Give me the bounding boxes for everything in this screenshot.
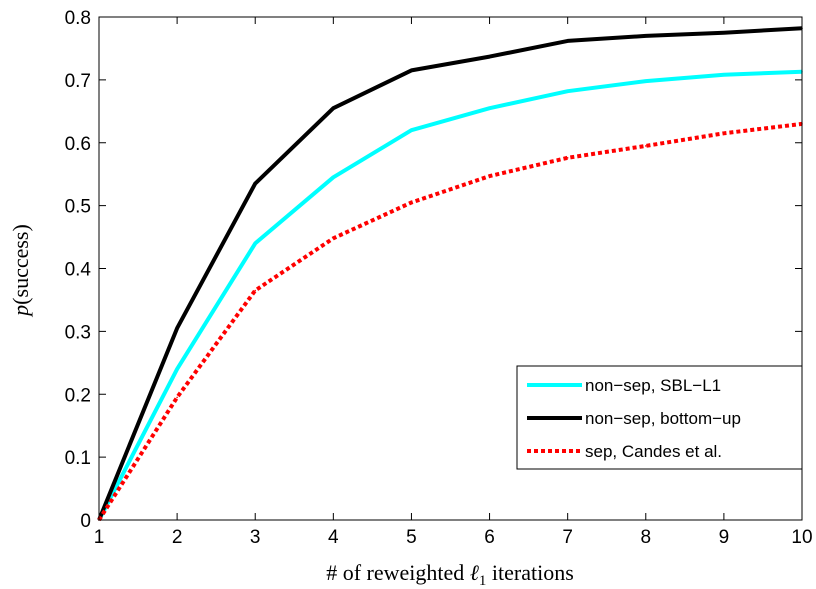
series-2-point bbox=[644, 35, 647, 37]
series-2-point bbox=[254, 182, 257, 185]
series-3-point bbox=[723, 132, 725, 135]
y-tick-label: 0.1 bbox=[65, 448, 91, 469]
y-tick-label: 0.4 bbox=[65, 260, 92, 281]
series-3-point bbox=[332, 237, 335, 240]
x-tick-label: 2 bbox=[172, 527, 183, 548]
series-2-point bbox=[566, 40, 569, 42]
series-line-1 bbox=[97, 69, 803, 521]
y-tick-label: 0.2 bbox=[65, 385, 91, 406]
x-tick-label: 8 bbox=[640, 527, 651, 548]
series-1-point bbox=[176, 368, 178, 370]
y-tick-label: 0.5 bbox=[65, 197, 91, 218]
series-layer bbox=[97, 26, 803, 522]
legend-label-1: non−sep, SBL−L1 bbox=[585, 376, 721, 395]
series-3-point bbox=[254, 289, 257, 292]
series-1-point bbox=[488, 107, 491, 109]
series-2-point bbox=[176, 327, 178, 330]
y-tick-label: 0.6 bbox=[65, 134, 91, 155]
series-1-point bbox=[566, 90, 569, 92]
series-3-point bbox=[644, 145, 647, 147]
series-3-point bbox=[566, 157, 569, 159]
x-tick-label: 6 bbox=[484, 527, 495, 548]
y-tick-label: 0.8 bbox=[65, 8, 91, 29]
x-tick-label: 7 bbox=[562, 527, 573, 548]
series-2-point bbox=[723, 31, 725, 34]
x-tick-label: 9 bbox=[719, 527, 730, 548]
series-1-point bbox=[723, 74, 725, 76]
series-3-point bbox=[488, 175, 491, 177]
series-line-2 bbox=[97, 26, 803, 521]
x-tick-label: 5 bbox=[406, 527, 417, 548]
series-2-point bbox=[410, 69, 413, 72]
x-tick-label: 10 bbox=[791, 527, 812, 548]
series-3-point bbox=[176, 396, 178, 399]
legend-label-3: sep, Candes et al. bbox=[585, 442, 722, 461]
series-1-point bbox=[644, 80, 647, 82]
plot-area-frame bbox=[98, 16, 803, 521]
series-3-point bbox=[410, 201, 413, 204]
series-2-point bbox=[332, 107, 335, 109]
x-tick-label: 4 bbox=[328, 527, 339, 548]
y-axis-label: p(success) bbox=[8, 224, 33, 318]
series-1-point bbox=[254, 242, 257, 245]
series-1-point bbox=[410, 129, 413, 131]
series-line-3 bbox=[97, 121, 803, 522]
legend-label-2: non−sep, bottom−up bbox=[585, 409, 741, 428]
x-axis-label: # of reweighted ℓ1 iterations bbox=[326, 560, 574, 589]
tick-labels-layer: 1 2 3 4 5 6 7 8 9 10 0 0.1 0.2 0.3 0.4 0.5 0.6 0.7 0.8 bbox=[65, 8, 813, 548]
y-tick-label: 0 bbox=[80, 511, 91, 532]
y-tick-label: 0.7 bbox=[65, 71, 91, 92]
series-2-point bbox=[488, 55, 491, 58]
series-1-point bbox=[332, 176, 335, 179]
legend: non−sep, SBL−L1 non−sep, bottom−up sep, Ca… bbox=[516, 365, 803, 470]
y-tick-label: 0.3 bbox=[65, 322, 91, 343]
x-tick-label: 1 bbox=[94, 527, 105, 548]
x-tick-label: 3 bbox=[250, 527, 261, 548]
